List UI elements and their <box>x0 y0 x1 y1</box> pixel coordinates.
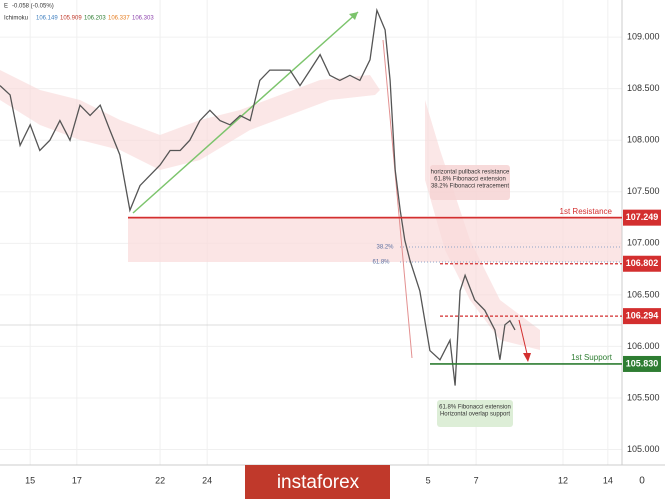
level-box <box>623 209 661 226</box>
annotation: horizontal pullback resistance <box>431 170 510 176</box>
resistance-zone <box>128 216 622 262</box>
y-tick-label: 106.000 <box>627 341 660 351</box>
x-tick-label: 17 <box>72 475 82 485</box>
indicator-values: 106.149 105.909 106.203 106.337 106.303 <box>36 16 154 22</box>
level-value: 105.830 <box>626 358 659 368</box>
annotation: 61.8% Fibonacci extension <box>439 405 511 411</box>
indicator: Ichimoku <box>4 16 28 22</box>
level-name: 1st Resistance <box>560 207 613 216</box>
y-tick-label: 107.000 <box>627 238 660 248</box>
level-box <box>623 308 661 325</box>
indicator-value: 106.337 <box>108 16 130 22</box>
y-tick-label: 109.000 <box>627 31 660 41</box>
y-tick-label: 108.500 <box>627 83 660 93</box>
price-line <box>0 7 516 386</box>
level-value: 106.294 <box>626 310 659 320</box>
drop-arrow <box>382 39 413 359</box>
x-tick-label: 14 <box>603 475 613 485</box>
x-tick-label: 7 <box>474 475 479 485</box>
level-value: 106.802 <box>626 258 659 268</box>
x-tick-label: 5 <box>426 475 431 485</box>
x-tick-label: 15 <box>25 475 35 485</box>
logo-band <box>245 465 390 499</box>
level-box <box>623 355 661 372</box>
indicator-value: 105.909 <box>60 16 82 22</box>
indicator-value: 106.303 <box>132 16 154 22</box>
fib-label: 61.8% <box>372 260 390 266</box>
arrow-head <box>349 12 358 20</box>
symbol: E <box>4 4 8 10</box>
projection-arrow <box>518 319 529 359</box>
x-tick-label: 12 <box>558 475 568 485</box>
annotation-box <box>437 400 513 427</box>
level-name: 1st Support <box>571 353 613 362</box>
annotation-box <box>430 165 510 200</box>
axis-corner: 0 <box>639 476 645 487</box>
level-box <box>623 255 661 272</box>
x-tick-label: 24 <box>202 475 212 485</box>
annotation: 38.2% Fibonacci retracement <box>431 184 509 190</box>
change: -0.058 (-0.05%) <box>12 4 54 10</box>
indicator-value: 106.149 <box>36 16 58 22</box>
y-tick-label: 105.500 <box>627 392 660 402</box>
level-value: 107.249 <box>626 212 659 222</box>
fib-label: 38.2% <box>376 245 394 251</box>
arrow-head <box>523 353 531 362</box>
y-tick-label: 107.500 <box>627 186 660 196</box>
logo: instaforex <box>277 472 360 493</box>
ichimoku-cloud <box>0 70 380 170</box>
y-tick-label: 108.000 <box>627 135 660 145</box>
indicator-value: 106.203 <box>84 16 106 22</box>
y-tick-label: 106.500 <box>627 289 660 299</box>
y-tick-label: 105.000 <box>627 444 660 454</box>
annotation: Horizontal overlap support <box>440 412 510 418</box>
annotation: 61.8% Fibonacci extension <box>434 177 506 183</box>
trend-arrow <box>132 11 359 214</box>
x-tick-label: 22 <box>155 475 165 485</box>
